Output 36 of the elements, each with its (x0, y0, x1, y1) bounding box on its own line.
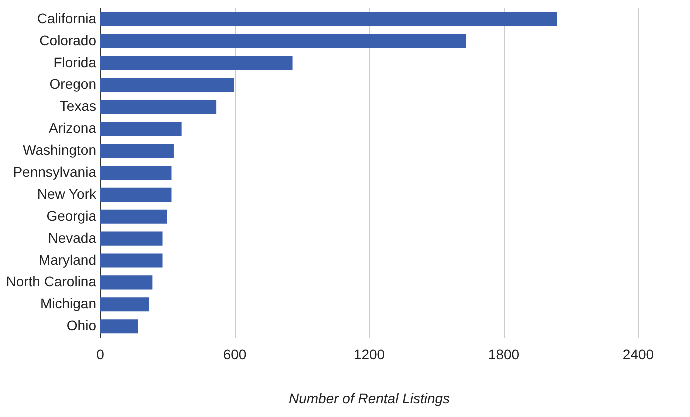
bar (100, 144, 174, 158)
y-tick-label: Pennsylvania (13, 164, 97, 180)
y-tick-label: New York (37, 186, 98, 202)
bar (100, 232, 163, 246)
x-tick-label: 2400 (622, 346, 654, 362)
bar (100, 78, 234, 92)
bar (100, 320, 138, 334)
y-tick-label: Texas (60, 98, 96, 114)
bar (100, 34, 467, 48)
y-tick-label: Michigan (40, 296, 96, 312)
bar (100, 254, 163, 268)
x-tick-label: 600 (223, 346, 247, 362)
bar (100, 166, 172, 180)
bar (100, 56, 293, 70)
bar (100, 12, 558, 26)
x-tick-label: 1200 (354, 346, 386, 362)
y-tick-label: Colorado (40, 32, 97, 48)
y-tick-label: Florida (54, 54, 97, 70)
y-tick-label: Nevada (48, 230, 97, 246)
bar (100, 276, 153, 290)
bar (100, 122, 182, 136)
y-tick-label: California (37, 10, 97, 26)
y-tick-label: North Carolina (6, 274, 97, 290)
y-tick-label: Ohio (66, 318, 97, 334)
x-tick-label: 0 (96, 346, 105, 362)
bar (100, 298, 150, 312)
y-tick-label: Georgia (46, 208, 97, 224)
y-tick-label: Washington (23, 142, 96, 158)
bar (100, 210, 168, 224)
x-axis-title: Number of Rental Listings (288, 390, 450, 406)
y-tick-label: Maryland (38, 252, 96, 268)
x-tick-label: 1800 (488, 346, 520, 362)
y-tick-label: Arizona (49, 120, 97, 136)
bar (100, 100, 217, 114)
bar (100, 188, 172, 202)
y-tick-label: Oregon (50, 76, 96, 92)
